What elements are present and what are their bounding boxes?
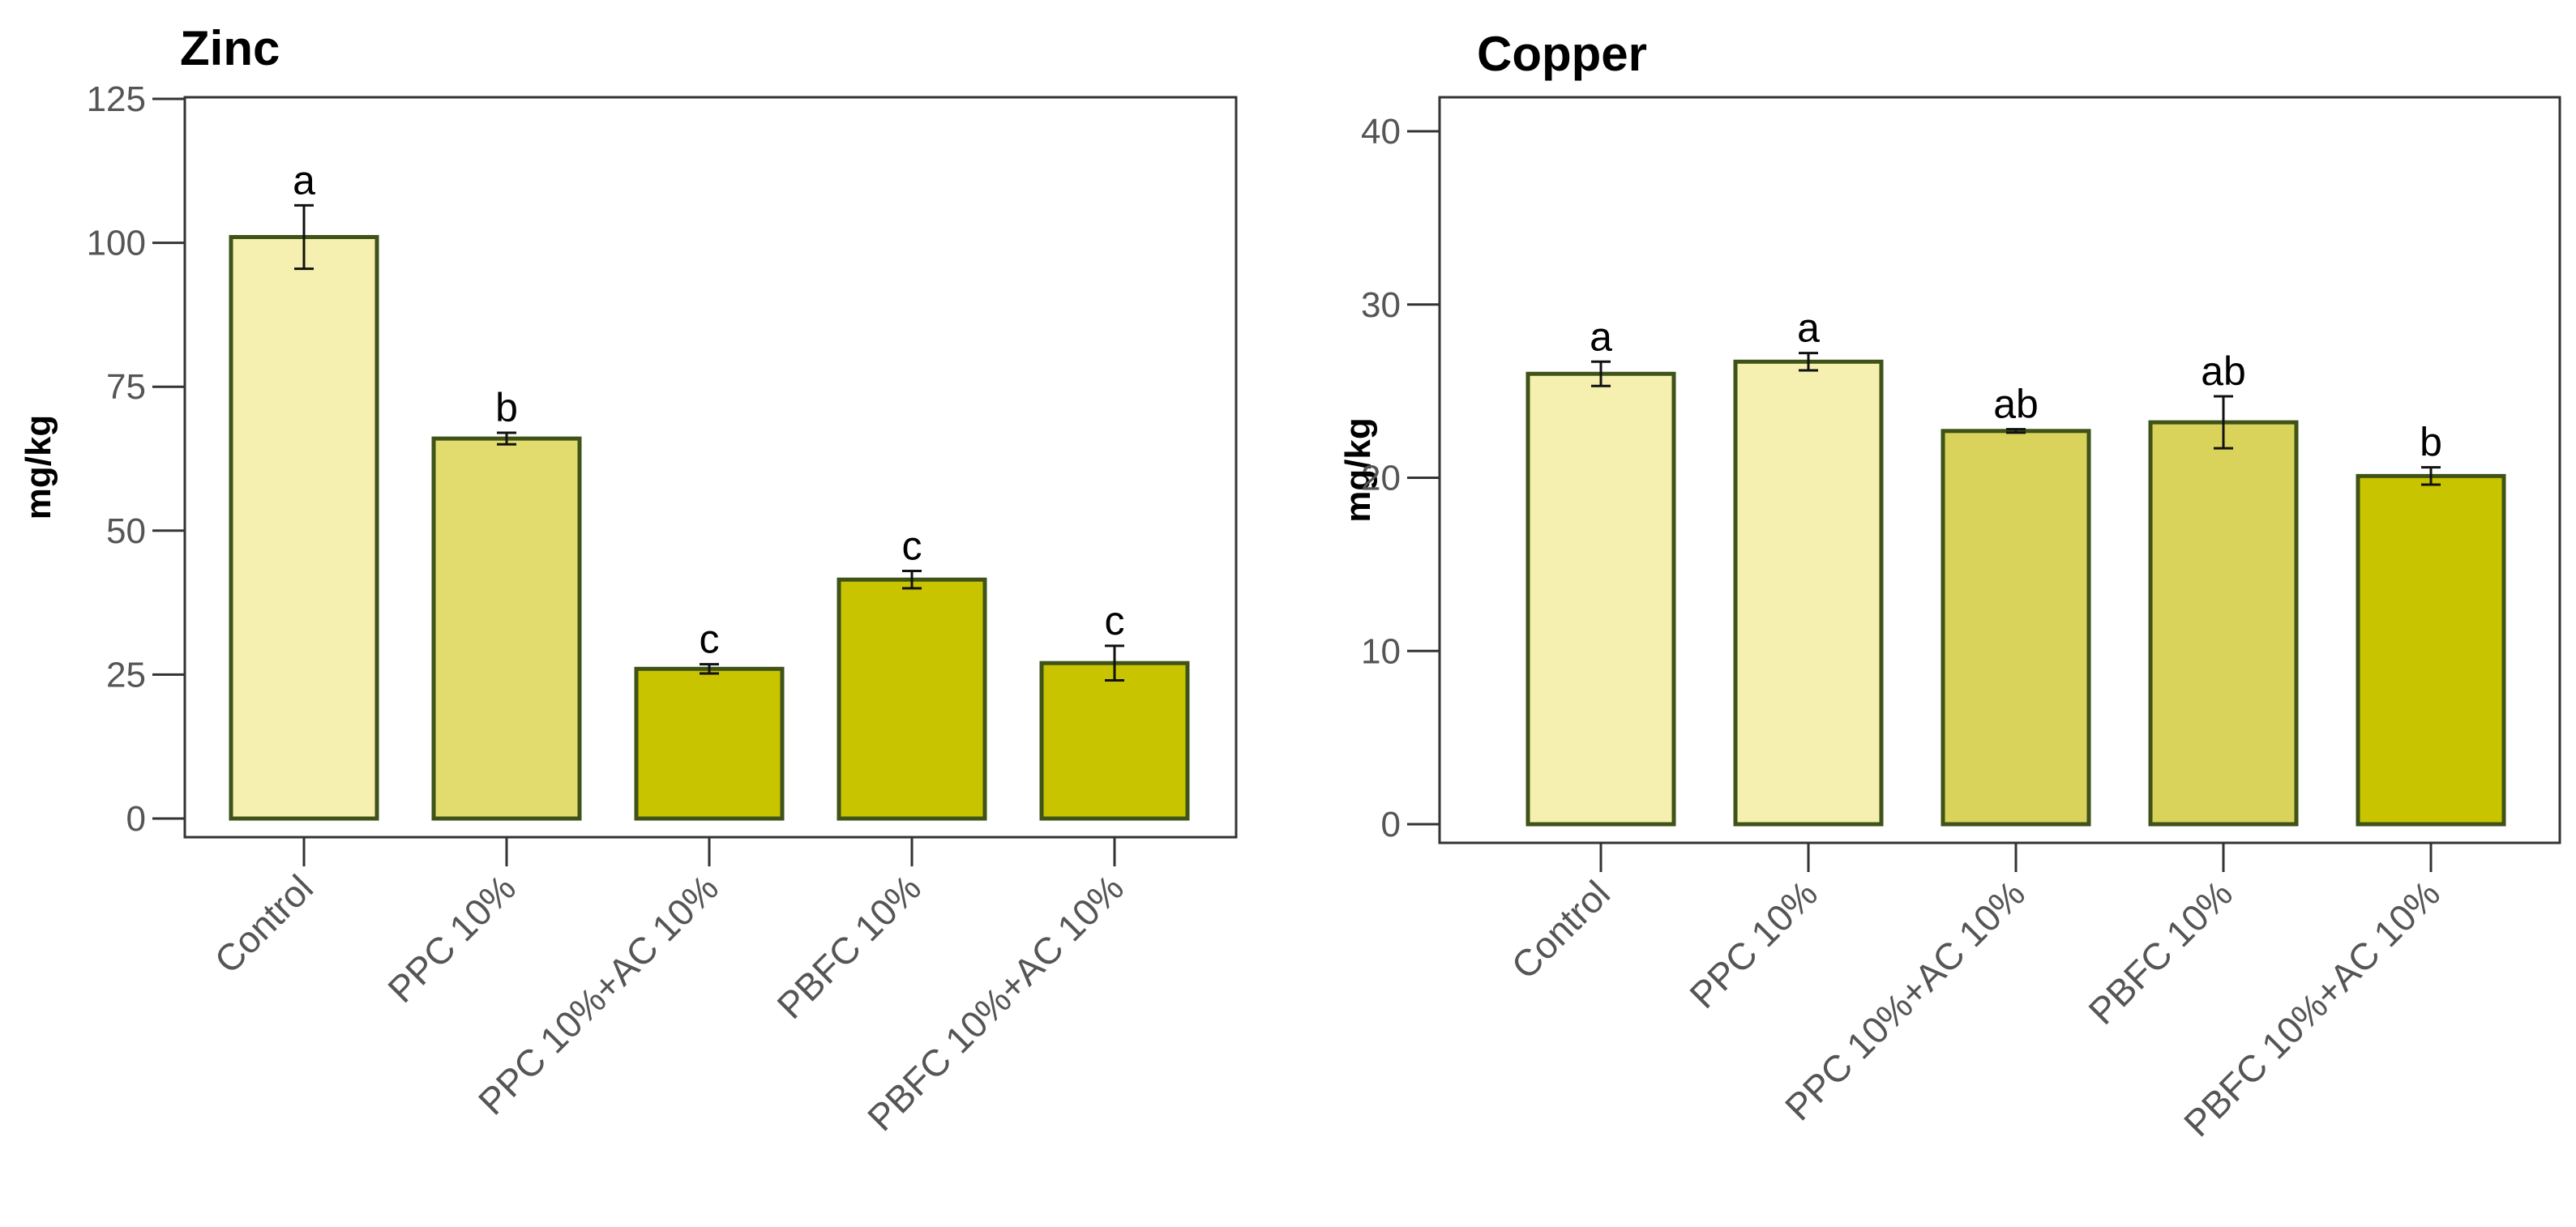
zinc-bar [837, 577, 987, 821]
zinc-y-tick-label: 50 [106, 511, 146, 551]
zinc-bar [431, 436, 582, 821]
copper-plot-frame [1438, 96, 2561, 844]
copper-y-tick-label: 40 [1361, 112, 1401, 152]
copper-bar [1525, 371, 1676, 827]
zinc-significance-label: c [700, 617, 720, 662]
zinc-bar [229, 234, 379, 821]
zinc-significance-label: a [293, 157, 315, 203]
copper-x-tick-label: PBFC 10% [2080, 872, 2240, 1032]
copper-significance-label: a [1797, 306, 1820, 351]
copper-x-tick-label: PPC 10% [1681, 872, 1825, 1016]
zinc-bar [1039, 661, 1190, 821]
copper-y-tick-label: 10 [1361, 631, 1401, 671]
zinc-bar [634, 666, 785, 821]
copper-bar [2148, 420, 2299, 827]
copper-y-axis-label: mg/kg [1338, 417, 1378, 523]
copper-bar [1733, 359, 1884, 827]
copper-y-tick-label: 30 [1361, 285, 1401, 325]
copper-significance-label: a [1590, 314, 1612, 359]
zinc-y-tick-label: 25 [106, 655, 146, 695]
copper-significance-label: ab [2201, 348, 2246, 394]
copper-y-tick-label: 20 [1361, 459, 1401, 498]
zinc-x-tick-label: Control [206, 866, 321, 981]
zinc-significance-label: c [902, 524, 922, 569]
copper-x-tick-label: Control [1503, 872, 1618, 987]
copper-y-tick-label: 0 [1381, 805, 1401, 844]
zinc-x-tick-label: PBFC 10% [768, 866, 929, 1027]
zinc-significance-label: b [495, 385, 518, 430]
copper-bar [2356, 473, 2506, 827]
zinc-chart: Zinc mg/kg 0 25 50 75 100 125 a Control b PPC 10% c P… [19, 21, 1238, 1139]
copper-significance-label: ab [1993, 382, 2039, 427]
zinc-title: Zinc [180, 21, 280, 75]
zinc-y-tick-label: 100 [87, 224, 146, 263]
zinc-y-tick-label: 0 [126, 799, 146, 839]
copper-bar [1941, 429, 2091, 827]
zinc-significance-label: c [1105, 598, 1125, 643]
zinc-x-tick-label: PPC 10% [379, 866, 524, 1011]
zinc-y-tick-label: 75 [106, 367, 146, 407]
zinc-y-tick-label: 125 [87, 79, 146, 119]
zinc-y-axis-label: mg/kg [19, 415, 58, 520]
copper-title: Copper [1477, 27, 1647, 81]
copper-significance-label: b [2420, 420, 2442, 465]
